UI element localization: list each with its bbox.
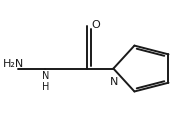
Text: N: N (110, 77, 119, 87)
Text: N
H: N H (42, 71, 49, 92)
Text: H₂N: H₂N (3, 59, 24, 69)
Text: O: O (91, 20, 100, 30)
